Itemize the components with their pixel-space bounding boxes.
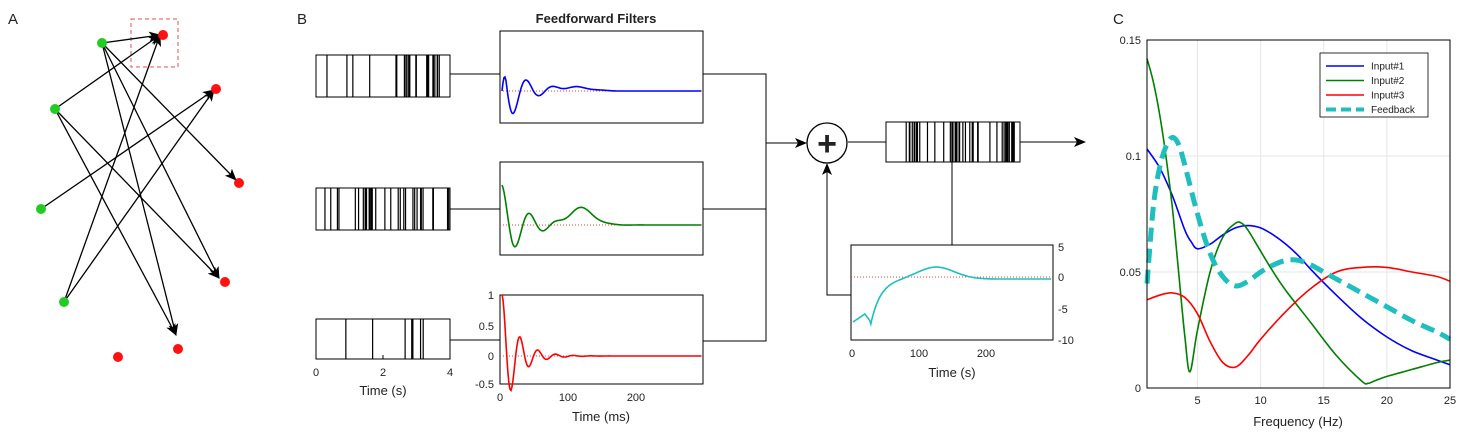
panel-a: A — [8, 11, 244, 362]
spike-train-1 — [315, 54, 451, 98]
feedback-axis-label: Time (s) — [928, 365, 975, 380]
panel-b: B Feedforward Filters 0 2 4 Time (s) — [297, 11, 1086, 424]
highlight-box — [130, 18, 179, 68]
x-tick-label: 25 — [1444, 395, 1456, 407]
spike-train-2 — [315, 187, 451, 231]
feedback-xtick-label: 200 — [977, 348, 995, 360]
source-node — [97, 38, 107, 48]
panel-c: C 5 10 15 20 25 0 0.05 0.1 0.15 Frequency (Hz) I… — [1113, 11, 1456, 429]
target-node — [158, 30, 168, 40]
y-tick-label: 0 — [1135, 383, 1141, 395]
filter-plot-1 — [499, 30, 704, 124]
filter-3-curve — [501, 294, 701, 392]
spike-train-2-spikes — [324, 188, 450, 230]
filter-ytick-label: -0.5 — [475, 379, 494, 391]
source-node — [36, 204, 46, 214]
summation-node — [806, 122, 848, 164]
source-node — [59, 297, 69, 307]
legend-entry: Input#3 — [1371, 91, 1405, 102]
feedback-ytick-label: -10 — [1058, 335, 1074, 347]
feedback-xtick-label: 0 — [849, 348, 855, 360]
x-tick-label: 15 — [1318, 395, 1330, 407]
spike-time-axis: 0 2 4 Time (s) — [313, 355, 453, 398]
y-tick-label: 0.15 — [1120, 35, 1141, 47]
target-node — [173, 344, 183, 354]
network-edges — [40, 31, 237, 336]
spike-tick-label: 0 — [313, 367, 319, 379]
spike-tick-label: 2 — [380, 367, 386, 379]
filter-xtick-label: 100 — [559, 392, 577, 404]
target-node — [234, 178, 244, 188]
filter-axes: 1 0.5 0 -0.5 0 100 200 Time (ms) — [475, 290, 645, 424]
panel-a-label: A — [8, 11, 18, 28]
filter-plot-3 — [499, 294, 704, 385]
feedback-axes: 5 0 -5 -10 0 100 200 Time (s) — [849, 242, 1074, 380]
filter-plot-2 — [499, 161, 704, 256]
feedback-xtick-label: 100 — [910, 348, 928, 360]
series-line-2 — [1146, 58, 1451, 385]
legend-entry: Input#1 — [1371, 62, 1405, 73]
spectrum-ticks: 5 10 15 20 25 0 0.05 0.1 0.15 — [1120, 35, 1457, 407]
spectrum-xlabel: Frequency (Hz) — [1253, 414, 1343, 429]
spike-train-3 — [315, 318, 451, 360]
target-node — [211, 84, 221, 94]
feedback-filter-plot — [850, 244, 1054, 341]
panel-b-label: B — [297, 11, 307, 28]
x-tick-label: 5 — [1194, 395, 1200, 407]
filter-axis-label: Time (ms) — [572, 409, 630, 424]
connector-lines — [450, 73, 1086, 342]
filter-ytick-label: 1 — [488, 290, 494, 302]
feedback-ytick-label: 0 — [1058, 272, 1064, 284]
spectrum-legend: Input#1 Input#2 Input#3 Feedback — [1319, 52, 1429, 118]
series-line-1 — [1146, 148, 1451, 366]
feedback-filter-curve — [852, 266, 1051, 328]
legend-entry: Feedback — [1371, 105, 1416, 116]
plus-icon: + — [817, 125, 837, 163]
legend-box — [1319, 52, 1429, 118]
filter-1-curve — [501, 75, 701, 115]
spike-tick-label: 4 — [447, 367, 453, 379]
source-node — [50, 104, 60, 114]
spike-train-1-spikes — [326, 55, 440, 97]
filter-ytick-label: 0 — [488, 351, 494, 363]
filter-ytick-label: 0.5 — [479, 321, 494, 333]
x-tick-label: 20 — [1381, 395, 1393, 407]
legend-entry: Input#2 — [1371, 76, 1405, 87]
spectrum-plot-frame — [1146, 39, 1451, 389]
spike-train-3-spikes — [345, 319, 424, 359]
spectrum-series — [1144, 58, 1452, 385]
series-line-4 — [1144, 134, 1452, 342]
panel-c-label: C — [1113, 11, 1124, 28]
series-line-3 — [1146, 266, 1451, 369]
filter-xtick-label: 0 — [497, 392, 503, 404]
panel-b-title: Feedforward Filters — [536, 11, 657, 26]
target-node — [113, 352, 123, 362]
filter-xtick-label: 200 — [627, 392, 645, 404]
x-tick-label: 10 — [1255, 395, 1267, 407]
network-nodes — [36, 30, 244, 362]
output-spike-train-spikes — [905, 122, 1015, 162]
y-tick-label: 0.1 — [1126, 151, 1141, 163]
y-tick-label: 0.05 — [1120, 267, 1141, 279]
filter-2-curve — [501, 184, 701, 248]
feedback-ytick-label: -5 — [1058, 304, 1068, 316]
feedback-ytick-label: 5 — [1058, 242, 1064, 254]
target-node — [220, 277, 230, 287]
spike-axis-label: Time (s) — [359, 383, 406, 398]
